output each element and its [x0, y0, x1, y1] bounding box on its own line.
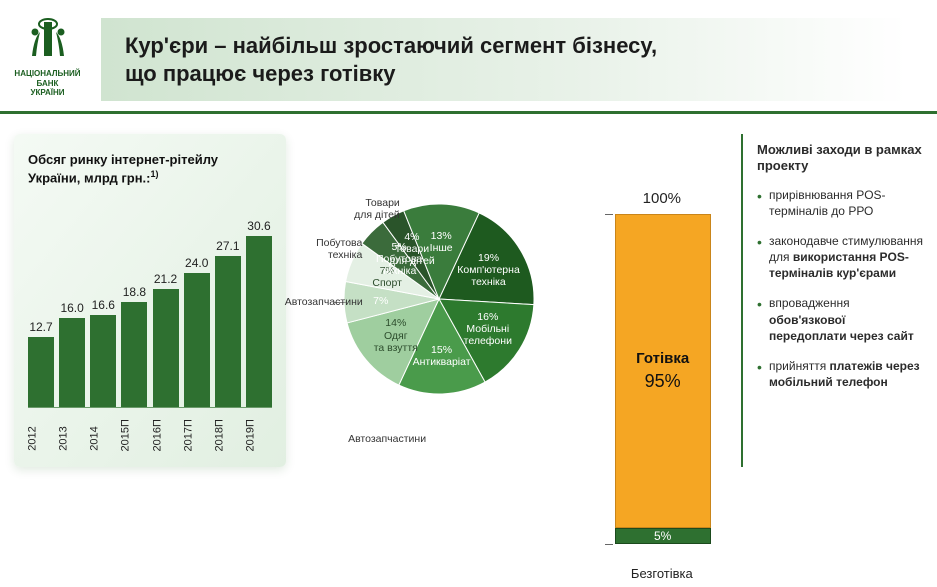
bar-rect	[215, 256, 241, 408]
nbu-emblem-icon	[22, 18, 74, 60]
bar-column: 30.6	[246, 219, 272, 408]
bar-value-label: 16.6	[92, 298, 115, 312]
bar-value-label: 24.0	[185, 256, 208, 270]
bar-value-label: 30.6	[247, 219, 270, 233]
bar-rect	[90, 315, 116, 408]
pie-slice-label: 19%Комп'ютернатехніка	[457, 252, 520, 288]
bar-value-label: 16.0	[60, 301, 83, 315]
bar-rect	[121, 302, 147, 408]
cash-segment: Готівка 95%	[615, 214, 711, 528]
bar-rect	[184, 273, 210, 408]
bar-value-label: 18.8	[123, 285, 146, 299]
bar-category-label: 2015П	[120, 426, 149, 452]
pie-slice-label: 14%Одягта взуття	[374, 317, 418, 353]
pie-chart: 19%Комп'ютернатехніка 16%Мобільнітелефони…	[296, 134, 583, 467]
main-content: Обсяг ринку інтернет-рітейлу України, мл…	[0, 114, 937, 467]
bar-column: 21.2	[153, 272, 179, 408]
pie-svg	[334, 194, 544, 404]
bar-rect	[153, 289, 179, 408]
bar-chart-plot: 12.716.016.618.821.224.027.130.6 2012201…	[28, 193, 272, 453]
page-title: Кур'єри – найбільш зростаючий сегмент бі…	[125, 32, 883, 87]
pie-slice-label: Автозапчастини	[285, 297, 363, 309]
header: НАЦІОНАЛЬНИЙ БАНК УКРАЇНИ Кур'єри – найб…	[0, 0, 937, 114]
stacked-bottom-label: Безготівка	[593, 566, 731, 581]
measure-item: впровадження обов'язкової передоплати че…	[757, 295, 925, 344]
measures-list: прирівнювання POS-терміналів до РРО закон…	[757, 187, 925, 391]
bar-category-label: 2019П	[244, 426, 273, 452]
pie-slice-pct: 7%	[373, 295, 388, 307]
bar-value-label: 12.7	[29, 320, 52, 334]
cashless-segment: 5%	[615, 528, 711, 545]
bar-column: 18.8	[121, 285, 147, 408]
logo: НАЦІОНАЛЬНИЙ БАНК УКРАЇНИ	[0, 18, 95, 98]
pie-outer-label: Товаридля дітей	[354, 198, 400, 221]
pie-outer-label: Автозапчастини	[348, 434, 426, 446]
bar-category-label: 2016П	[151, 426, 180, 452]
measure-item: прийняття платежів через мобільний телеф…	[757, 358, 925, 390]
bar-chart-title: Обсяг ринку інтернет-рітейлу України, мл…	[28, 152, 272, 187]
bar-rect	[59, 318, 85, 408]
bar-category-label: 2013	[58, 426, 87, 452]
bar-chart-panel: Обсяг ринку інтернет-рітейлу України, мл…	[14, 134, 286, 467]
bar-value-label: 21.2	[154, 272, 177, 286]
stacked-bar-body: Готівка 95% 5%	[615, 214, 711, 544]
pie-slice-label: 16%Мобільнітелефони	[464, 311, 512, 347]
bar-category-label: 2014	[89, 426, 118, 452]
stacked-top-label: 100%	[593, 190, 731, 207]
pie-slice-label: 13%Інше	[430, 230, 453, 254]
pie-slice-label: 4%Товаридля дітей	[389, 231, 435, 267]
bar-category-label: 2012	[27, 426, 56, 452]
bar-column: 24.0	[184, 256, 210, 408]
pie-outer-label: Побутоватехніка	[316, 238, 362, 261]
bar-rect	[28, 337, 54, 408]
logo-text: НАЦІОНАЛЬНИЙ БАНК УКРАЇНИ	[8, 69, 87, 98]
bar-column: 12.7	[28, 320, 54, 408]
bar-value-label: 27.1	[216, 239, 239, 253]
measure-item: законодавче стимулювання для використанн…	[757, 233, 925, 282]
bar-column: 16.0	[59, 301, 85, 408]
measure-item: прирівнювання POS-терміналів до РРО	[757, 187, 925, 219]
bar-category-label: 2018П	[213, 426, 242, 452]
stacked-bar: 100% Готівка 95% 5% Безготівка	[593, 134, 731, 467]
pie-slice-label: 15%Антикваріат	[413, 344, 471, 368]
bar-category-label: 2017П	[182, 426, 211, 452]
measures-panel: Можливі заходи в рамках проекту прирівню…	[741, 134, 929, 467]
title-block: Кур'єри – найбільш зростаючий сегмент бі…	[101, 18, 907, 101]
bar-rect	[246, 236, 272, 408]
bar-column: 16.6	[90, 298, 116, 408]
bar-column: 27.1	[215, 239, 241, 408]
measures-heading: Можливі заходи в рамках проекту	[757, 142, 925, 175]
